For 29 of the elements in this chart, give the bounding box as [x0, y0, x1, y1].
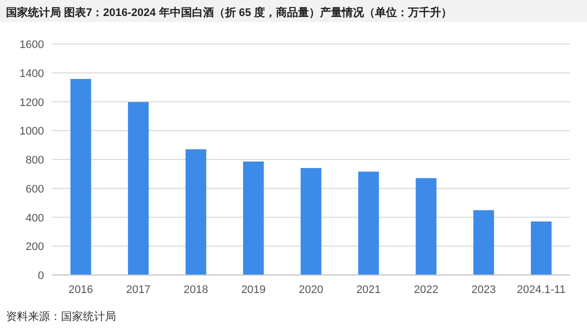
bar: [530, 221, 552, 275]
y-tick-label: 200: [26, 241, 44, 254]
x-tick-label: 2019: [241, 284, 266, 296]
bar: [473, 210, 494, 275]
y-tick-label: 0: [38, 270, 44, 282]
x-tick-label: 2018: [184, 284, 208, 296]
y-tick-label: 1600: [20, 39, 44, 51]
bar: [416, 178, 436, 275]
bar: [128, 102, 149, 275]
y-tick-label: 800: [26, 154, 44, 166]
bar: [358, 172, 379, 275]
y-tick-label: 1400: [20, 68, 44, 80]
bar: [243, 162, 264, 275]
x-tick-label: 2021: [356, 284, 381, 296]
x-tick-label: 2022: [414, 284, 438, 296]
x-tick-label: 2020: [298, 284, 324, 296]
bar: [300, 168, 322, 275]
bar: [70, 78, 92, 275]
bar: [186, 149, 206, 275]
x-tick-label: 2017: [126, 284, 151, 296]
y-tick-label: 400: [26, 212, 44, 224]
text: 资料来源：国家统计局: [6, 310, 116, 323]
x-tick-label: 2023: [471, 284, 496, 296]
y-tick-label: 1200: [20, 96, 44, 109]
y-tick-label: 1000: [20, 126, 44, 138]
x-tick-label: 2016: [68, 284, 94, 296]
x-tick-label: 2024.1-11: [516, 284, 566, 296]
chart-title: 国家统计局 图表7：2016-2024 年中国白酒（折 65 度，商品量）产量情况（单位：万千升）: [6, 6, 452, 19]
y-tick-label: 600: [26, 183, 44, 196]
